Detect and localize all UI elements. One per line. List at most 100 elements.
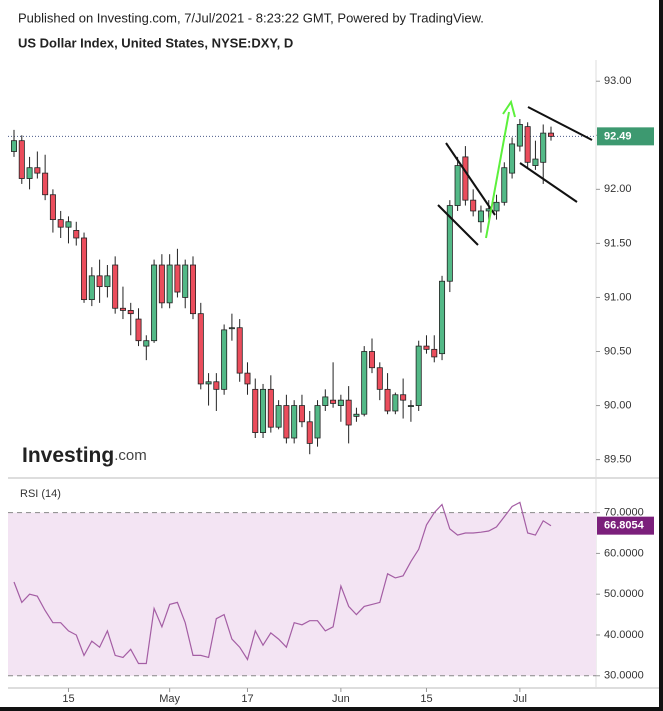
- candle-body: [516, 124, 523, 147]
- candle-body: [376, 367, 383, 390]
- last-value-label: 66.8054: [604, 520, 645, 532]
- x-tick-label: 15: [420, 693, 432, 705]
- candle-body: [236, 327, 243, 374]
- y-tick-label: 92.00: [604, 183, 632, 195]
- candle-body: [135, 318, 142, 342]
- candle-body: [57, 219, 64, 228]
- candle-body: [49, 194, 56, 221]
- candle-body: [493, 201, 500, 212]
- candle-body: [73, 230, 80, 239]
- candle-body: [252, 388, 259, 433]
- flag-line: [445, 142, 496, 216]
- candle-body: [42, 172, 49, 196]
- candle-body: [314, 405, 321, 439]
- y-tick-label: 91.00: [604, 291, 632, 303]
- logo-main: Investing.com: [22, 444, 147, 467]
- candle-body: [244, 372, 251, 385]
- candle-body: [291, 405, 298, 439]
- y-tick-label: 40.0000: [604, 629, 644, 641]
- logo-main-text: Investing: [22, 444, 114, 467]
- flag-line: [437, 204, 479, 246]
- candle-body: [119, 307, 126, 311]
- x-tick-label: Jun: [332, 693, 350, 705]
- candle-body: [407, 405, 414, 407]
- marks: 89.5090.0090.5091.0091.5092.0092.5093.00…: [8, 75, 654, 705]
- candle-body: [439, 280, 446, 355]
- annotations: [437, 99, 593, 246]
- candle-body: [221, 329, 228, 390]
- rsi-line: [13, 501, 552, 665]
- candle-body: [540, 132, 547, 163]
- frame-right: [659, 0, 663, 711]
- candle-body: [267, 388, 274, 428]
- candle-body: [166, 264, 173, 304]
- last-value-box: [597, 127, 654, 146]
- x-tick-label: Jul: [513, 693, 527, 705]
- y-tick-label: 91.50: [604, 237, 632, 249]
- candle-body: [174, 264, 181, 293]
- candle-body: [81, 237, 88, 301]
- last-value-box: [597, 516, 654, 535]
- x-tick-label: 17: [241, 693, 253, 705]
- y-tick-label: 70.0000: [604, 507, 644, 519]
- candle-body: [431, 348, 438, 358]
- candle-body: [462, 156, 469, 201]
- candle-body: [143, 340, 150, 347]
- candle-body: [228, 327, 235, 330]
- candle-body: [368, 351, 375, 369]
- candle-body: [322, 396, 329, 406]
- candle-body: [400, 394, 407, 401]
- y-tick-label: 93.00: [604, 75, 632, 87]
- candle-body: [415, 345, 422, 406]
- candle-body: [88, 275, 95, 301]
- candle-body: [260, 388, 267, 433]
- y-tick-label: 50.0000: [604, 588, 644, 600]
- candle-body: [189, 264, 196, 315]
- candle-body: [532, 158, 539, 166]
- y-tick-label: 90.50: [604, 345, 632, 357]
- candle-body: [26, 167, 33, 179]
- rsi-band: [8, 512, 596, 676]
- candle-body: [501, 167, 508, 203]
- candle-body: [306, 421, 313, 444]
- flag-line: [527, 106, 593, 141]
- header: Published on Investing.com, 7/Jul/2021 -…: [18, 10, 484, 25]
- candle-body: [446, 205, 453, 282]
- candle-body: [65, 221, 72, 228]
- candle-body: [509, 143, 516, 174]
- candle-body: [182, 264, 189, 298]
- candle-body: [158, 264, 165, 304]
- rsi-title: RSI (14): [20, 488, 61, 500]
- candle-body: [10, 140, 17, 152]
- candle-body: [392, 394, 399, 412]
- candle-body: [205, 381, 212, 385]
- candle-body: [353, 413, 360, 417]
- candle-body: [197, 313, 204, 385]
- candle-body: [104, 275, 111, 288]
- x-tick-label: 15: [62, 693, 74, 705]
- candle-body: [384, 388, 391, 412]
- candle-body: [454, 165, 461, 206]
- logo-suffix: .com: [114, 447, 147, 464]
- y-tick-label: 60.0000: [604, 547, 644, 559]
- arrow-head: [502, 99, 516, 118]
- candle-body: [330, 399, 337, 404]
- candle-body: [298, 405, 305, 423]
- candle-body: [127, 310, 134, 315]
- candle-body: [470, 199, 477, 212]
- candle-body: [548, 132, 555, 137]
- logo: Investing.com: [22, 444, 147, 467]
- candle-body: [477, 210, 484, 223]
- candle-body: [524, 126, 531, 163]
- frame-bottom: [0, 707, 663, 711]
- candle-body: [283, 405, 290, 439]
- flag-line: [519, 162, 578, 203]
- last-value-label: 92.49: [604, 130, 632, 142]
- candle-body: [213, 381, 220, 390]
- candle-body: [423, 345, 430, 350]
- candle-body: [112, 264, 119, 309]
- candle-body: [96, 275, 103, 288]
- candle-body: [275, 405, 282, 428]
